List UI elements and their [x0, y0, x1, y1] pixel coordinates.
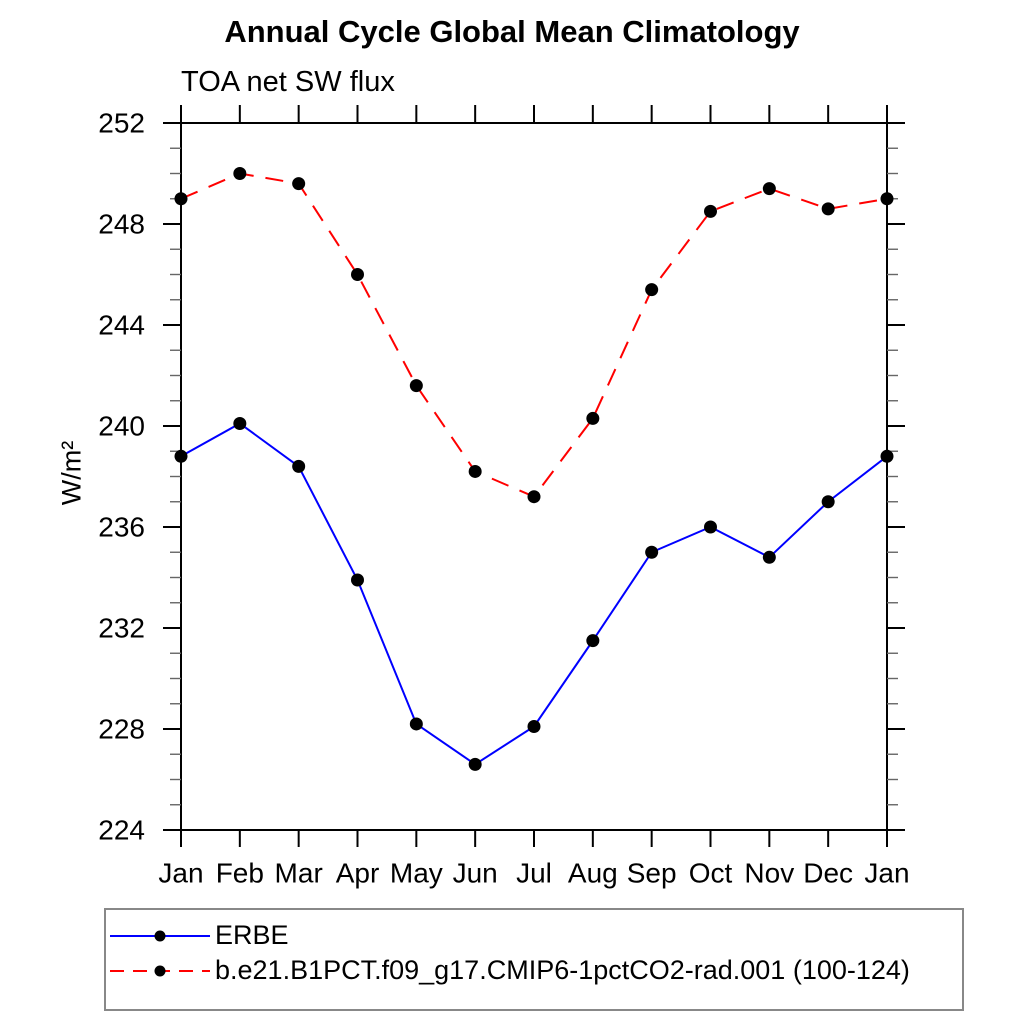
data-point-dot	[409, 379, 423, 393]
legend-label-erbe: ERBE	[215, 920, 289, 950]
data-point-dot	[351, 268, 364, 281]
data-point-dot	[468, 757, 482, 771]
y-tick-label: 248	[98, 209, 145, 240]
y-tick-label: 236	[98, 512, 145, 543]
data-point-dot	[880, 192, 894, 206]
y-tick-label: 240	[98, 411, 145, 442]
y-tick-label: 228	[98, 714, 145, 745]
x-tick-label: Oct	[689, 858, 733, 889]
x-tick-label: May	[390, 858, 443, 889]
chart-subtitle: TOA net SW flux	[181, 66, 395, 98]
data-point-dot	[821, 202, 835, 216]
legend-entry-erbe: ERBE	[106, 918, 962, 953]
x-tick-label: Mar	[275, 858, 323, 889]
data-point-dot	[704, 520, 717, 534]
data-point-dot	[704, 204, 717, 218]
data-point-dot	[762, 182, 776, 196]
data-point-dot	[292, 459, 306, 473]
legend-line-sample-erbe	[110, 930, 210, 941]
y-tick-label: 252	[98, 108, 145, 139]
legend-marker-dot	[154, 930, 166, 941]
x-tick-label: Jan	[864, 858, 909, 889]
data-point-dot	[586, 634, 600, 648]
x-tick-label: Feb	[216, 858, 264, 889]
legend-entry-model: b.e21.B1PCT.f09_g17.CMIP6-1pctCO2-rad.00…	[106, 953, 962, 988]
legend-label-model: b.e21.B1PCT.f09_g17.CMIP6-1pctCO2-rad.00…	[215, 955, 910, 985]
data-point-dot	[645, 283, 659, 297]
data-point-dot	[233, 167, 247, 180]
x-tick-label: Aug	[568, 858, 618, 889]
data-point-dot	[409, 717, 423, 731]
legend-line-sample-model	[110, 965, 210, 976]
x-tick-label: Apr	[336, 858, 380, 889]
data-point-dot	[292, 177, 306, 191]
series-line	[180, 422, 888, 766]
series-line	[180, 172, 888, 498]
x-tick-label: Nov	[744, 858, 794, 889]
data-point-dot	[233, 416, 247, 430]
data-point-dot	[762, 550, 776, 564]
data-point-dot	[880, 449, 894, 463]
y-tick-label: 244	[98, 310, 145, 341]
y-tick-label: 224	[98, 815, 145, 846]
data-point-dot	[821, 495, 835, 509]
data-point-dot	[468, 464, 482, 478]
data-point-dot	[645, 545, 659, 559]
y-tick-label: 232	[98, 613, 145, 644]
chart-title: Annual Cycle Global Mean Climatology	[224, 14, 800, 49]
x-tick-label: Jul	[516, 858, 552, 889]
data-point-dot	[174, 449, 188, 463]
data-point-dot	[527, 490, 541, 504]
legend-box: ERBE b.e21.B1PCT.f09_g17.CMIP6-1pctCO2-r…	[104, 908, 964, 1011]
data-point-dot	[351, 573, 364, 587]
x-tick-label: Sep	[627, 858, 677, 889]
legend-marker-dot	[154, 965, 166, 976]
data-point-dot	[586, 411, 600, 425]
data-point-dot	[527, 719, 541, 733]
x-tick-label: Jun	[453, 858, 498, 889]
data-point-dot	[174, 192, 188, 206]
x-tick-label: Jan	[158, 858, 203, 889]
x-tick-label: Dec	[803, 858, 853, 889]
